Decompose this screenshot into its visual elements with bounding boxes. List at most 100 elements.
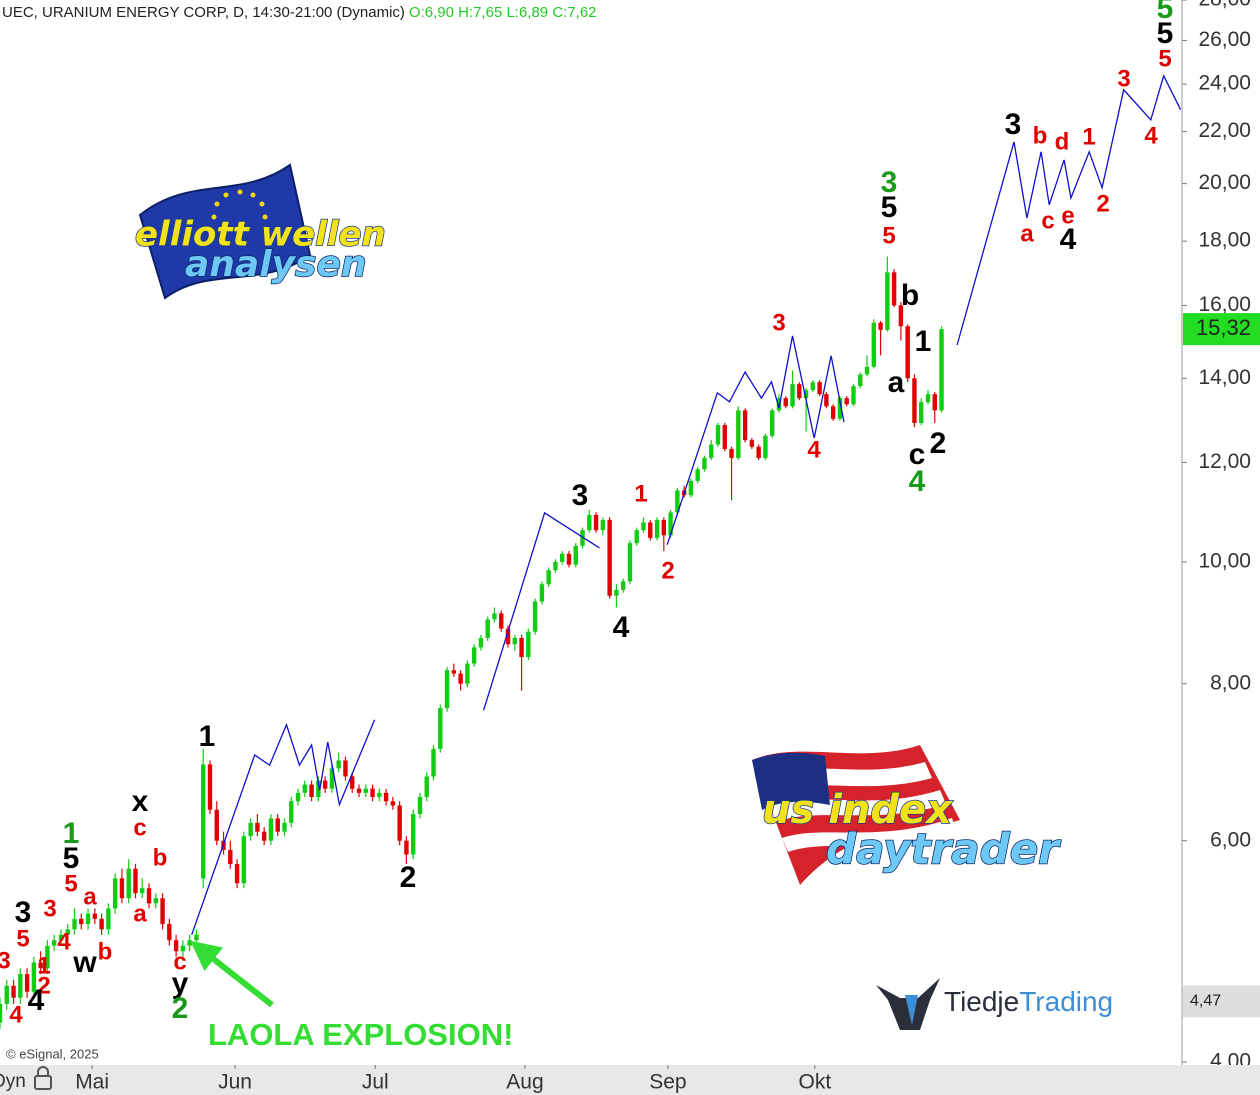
wave-label: 2 [930, 427, 947, 460]
candle-body [810, 382, 816, 391]
candle-body [4, 985, 9, 1004]
wave-label: 5 [882, 222, 895, 249]
candle-body [803, 390, 809, 399]
wave-label: 4 [9, 1001, 23, 1028]
wave-label: 5 [63, 842, 80, 875]
wave-label: 4 [28, 984, 45, 1017]
candle-body [566, 553, 572, 565]
wave-label: b [901, 279, 919, 312]
candle-body [763, 435, 768, 458]
wave-label: 1 [199, 720, 216, 753]
y-axis: 4,00 6,00 8,00 10,00 12,00 14,00 16,00 18,00 20,… [1182, 0, 1260, 1065]
candle-body [620, 581, 626, 590]
logo-elliott: elliott wellen analysen [134, 163, 387, 300]
candle-body [458, 673, 463, 684]
candle-body [404, 840, 409, 855]
logo-text: daytrader [826, 825, 1061, 874]
wave-label: a [83, 883, 97, 910]
candle-body [742, 410, 748, 441]
candle-body [140, 888, 145, 894]
candle-body [18, 973, 23, 998]
candle-body [146, 888, 152, 904]
logo-text: elliott wellen [135, 215, 386, 255]
candle-body [634, 530, 639, 544]
candle-body [45, 945, 50, 969]
candle-body [295, 792, 301, 802]
logo-text: Tiedje [944, 986, 1019, 1017]
candle-body [99, 918, 104, 930]
y-tick-label: 18,00 [1198, 229, 1251, 252]
candle-body [58, 934, 64, 941]
candle-body [560, 553, 565, 562]
wave-label: b [153, 844, 168, 871]
wave-label: 4 [1144, 122, 1158, 149]
candle-body [194, 934, 199, 941]
wave-label: a [888, 366, 905, 399]
header: UEC, URANIUM ENERGY CORP, D, 14:30-21:00… [2, 4, 597, 21]
candle-body [322, 780, 328, 789]
y-tick-label: 12,00 [1198, 450, 1251, 473]
candle-body [505, 628, 511, 645]
price-marker [1183, 985, 1260, 1018]
candle-body [356, 788, 362, 793]
candle-body [512, 637, 517, 645]
candle-body [444, 670, 450, 709]
price-tag-label: 15,32 [1196, 315, 1251, 340]
candle-body [776, 398, 782, 411]
candle-body [641, 522, 646, 531]
wave-label: w [72, 946, 97, 979]
candle-body [65, 929, 70, 935]
candle-body [343, 760, 348, 777]
candle-body [885, 272, 890, 330]
candle-body [783, 398, 788, 407]
logo-text: TiedjeTrading [944, 986, 1113, 1017]
candle-body [173, 940, 179, 952]
candle-body [465, 663, 470, 684]
y-tick-label: 16,00 [1198, 293, 1251, 316]
candle-body [614, 589, 619, 596]
wave-label: a [133, 900, 147, 927]
candle-body [722, 425, 727, 449]
x-tick-label: Sep [649, 1071, 686, 1094]
candle-body [24, 973, 30, 992]
candle-body [417, 797, 423, 815]
candle-body [268, 818, 274, 841]
callout: LAOLA EXPLOSION! [208, 1017, 513, 1052]
y-tick-label: 10,00 [1198, 549, 1251, 572]
candle-body [736, 410, 741, 458]
candle-body [648, 522, 653, 538]
wave-label: c [1041, 207, 1054, 234]
wave-label: b [98, 938, 113, 965]
candle-body [519, 637, 524, 658]
wave-label: 1 [1082, 123, 1095, 150]
candle-body [241, 836, 247, 884]
candle-body [871, 322, 876, 367]
candle-body [282, 822, 287, 832]
wave-label: 4 [613, 611, 630, 644]
wave-label: 3 [0, 947, 11, 974]
candle-body [939, 329, 944, 411]
candle-body [526, 631, 531, 658]
price-tag [1183, 313, 1260, 346]
price-marker-label: 4,47 [1190, 993, 1221, 1010]
wave-label: e [1061, 202, 1074, 229]
wave-label: 5 [881, 191, 898, 224]
candle-body [85, 913, 91, 925]
candle-body [878, 322, 883, 330]
candle-body [160, 898, 165, 925]
logo-text: analysen [185, 244, 367, 285]
candle-body [350, 776, 355, 789]
candle-body [898, 305, 904, 327]
candle-body [715, 425, 721, 445]
candle-body [390, 801, 396, 806]
plot-area [0, 74, 1182, 1029]
wave-label: y [172, 967, 189, 1000]
candle-body [112, 878, 118, 909]
candle-body [451, 670, 457, 674]
wave-label: 4 [57, 928, 71, 955]
candle-body [492, 613, 497, 620]
y-tick-label: 22,00 [1198, 119, 1251, 142]
candle-body [478, 637, 484, 648]
wave-label: 3 [15, 896, 32, 929]
candle-body [438, 708, 443, 749]
